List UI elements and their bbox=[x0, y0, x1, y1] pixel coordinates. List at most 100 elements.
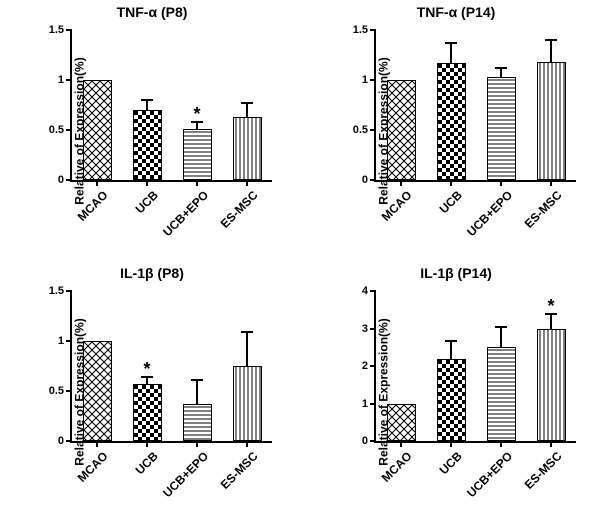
plot-area: 01234MCAOUCBUCB+EPO*ES-MSC bbox=[374, 291, 576, 443]
error-bar bbox=[500, 68, 502, 77]
bar-ucb bbox=[437, 63, 466, 180]
panel-il1b_p8: IL-1β (P8)Relative of Expression(%)00.51… bbox=[0, 261, 304, 522]
bar-ucb-epo bbox=[487, 347, 516, 441]
x-tick-label: UCB+EPO bbox=[160, 188, 211, 239]
bar-es-msc bbox=[537, 62, 566, 180]
x-tick bbox=[146, 441, 148, 447]
x-tick-label: ES-MSC bbox=[522, 449, 565, 492]
panel-tnfa_p14: TNF-α (P14)Relative of Expression(%)00.5… bbox=[304, 0, 608, 261]
x-tick-label: UCB+EPO bbox=[464, 449, 515, 500]
y-tick bbox=[370, 179, 376, 181]
error-cap bbox=[191, 379, 203, 381]
x-tick bbox=[450, 441, 452, 447]
error-bar bbox=[550, 40, 552, 62]
error-cap bbox=[545, 39, 557, 41]
x-tick-label: UCB bbox=[437, 449, 465, 477]
y-tick-label: 1 bbox=[58, 335, 64, 347]
plot-area: 00.511.5MCAOUCBUCB+EPOES-MSC bbox=[374, 30, 576, 182]
error-bar bbox=[196, 380, 198, 404]
bar-ucb bbox=[133, 384, 162, 441]
x-tick bbox=[550, 180, 552, 186]
y-tick bbox=[66, 340, 72, 342]
y-tick bbox=[370, 365, 376, 367]
plot-area: 00.511.5MCAOUCB*UCB+EPOES-MSC bbox=[70, 30, 272, 182]
x-tick-label: UCB bbox=[133, 188, 161, 216]
y-tick bbox=[370, 440, 376, 442]
x-tick bbox=[196, 441, 198, 447]
x-tick-label: ES-MSC bbox=[522, 188, 565, 231]
bar-ucb-epo bbox=[183, 404, 212, 441]
y-tick-label: 0.5 bbox=[49, 385, 64, 397]
y-tick bbox=[370, 79, 376, 81]
y-tick-label: 1 bbox=[58, 74, 64, 86]
y-tick bbox=[66, 129, 72, 131]
x-tick-label: UCB+EPO bbox=[464, 188, 515, 239]
panel-il1b_p14: IL-1β (P14)Relative of Expression(%)0123… bbox=[304, 261, 608, 522]
bar-ucb bbox=[437, 359, 466, 441]
significance-marker: * bbox=[133, 359, 162, 380]
plot-area: 00.511.5MCAO*UCBUCB+EPOES-MSC bbox=[70, 291, 272, 443]
x-tick bbox=[96, 180, 98, 186]
x-tick-label: UCB bbox=[133, 449, 161, 477]
y-tick bbox=[370, 403, 376, 405]
error-cap bbox=[141, 99, 153, 101]
bar-es-msc bbox=[233, 366, 262, 441]
bar-ucb bbox=[133, 110, 162, 180]
y-tick bbox=[66, 390, 72, 392]
x-tick-label: UCB+EPO bbox=[160, 449, 211, 500]
x-tick bbox=[96, 441, 98, 447]
x-tick bbox=[146, 180, 148, 186]
x-tick bbox=[246, 441, 248, 447]
bar-ucb-epo bbox=[183, 129, 212, 180]
y-tick-label: 1.5 bbox=[49, 285, 64, 297]
x-tick-label: ES-MSC bbox=[218, 188, 261, 231]
x-tick bbox=[246, 180, 248, 186]
y-tick bbox=[66, 179, 72, 181]
y-tick bbox=[66, 29, 72, 31]
x-tick-label: ES-MSC bbox=[218, 449, 261, 492]
bar-mcao bbox=[83, 80, 112, 180]
y-tick-label: 0 bbox=[58, 435, 64, 447]
error-cap bbox=[495, 326, 507, 328]
y-tick-label: 1 bbox=[362, 398, 368, 410]
error-cap bbox=[241, 331, 253, 333]
y-tick bbox=[66, 79, 72, 81]
error-bar bbox=[246, 103, 248, 117]
y-tick-label: 3 bbox=[362, 323, 368, 335]
y-tick-label: 1 bbox=[362, 74, 368, 86]
chart-title: IL-1β (P8) bbox=[0, 265, 304, 281]
y-tick bbox=[66, 440, 72, 442]
x-tick-label: UCB bbox=[437, 188, 465, 216]
x-tick bbox=[500, 180, 502, 186]
y-tick-label: 2 bbox=[362, 360, 368, 372]
chart-title: TNF-α (P14) bbox=[304, 4, 608, 20]
significance-marker: * bbox=[537, 296, 566, 317]
y-tick bbox=[370, 328, 376, 330]
error-bar bbox=[450, 43, 452, 63]
error-bar bbox=[146, 100, 148, 110]
y-tick bbox=[370, 290, 376, 292]
bar-es-msc bbox=[233, 117, 262, 180]
x-tick bbox=[500, 441, 502, 447]
y-tick bbox=[370, 129, 376, 131]
error-cap bbox=[495, 67, 507, 69]
significance-marker: * bbox=[183, 104, 212, 125]
error-cap bbox=[241, 102, 253, 104]
error-bar bbox=[246, 332, 248, 366]
chart-title: TNF-α (P8) bbox=[0, 4, 304, 20]
error-cap bbox=[445, 340, 457, 342]
panel-tnfa_p8: TNF-α (P8)Relative of Expression(%)00.51… bbox=[0, 0, 304, 261]
y-tick-label: 0.5 bbox=[353, 124, 368, 136]
error-bar bbox=[450, 341, 452, 360]
bar-mcao bbox=[387, 404, 416, 442]
error-bar bbox=[500, 327, 502, 348]
y-tick-label: 1.5 bbox=[49, 24, 64, 36]
y-tick bbox=[66, 290, 72, 292]
x-tick bbox=[400, 180, 402, 186]
bar-mcao bbox=[83, 341, 112, 441]
bar-es-msc bbox=[537, 329, 566, 442]
x-tick bbox=[550, 441, 552, 447]
y-tick-label: 0 bbox=[362, 174, 368, 186]
y-tick-label: 4 bbox=[362, 285, 368, 297]
y-tick-label: 0.5 bbox=[49, 124, 64, 136]
